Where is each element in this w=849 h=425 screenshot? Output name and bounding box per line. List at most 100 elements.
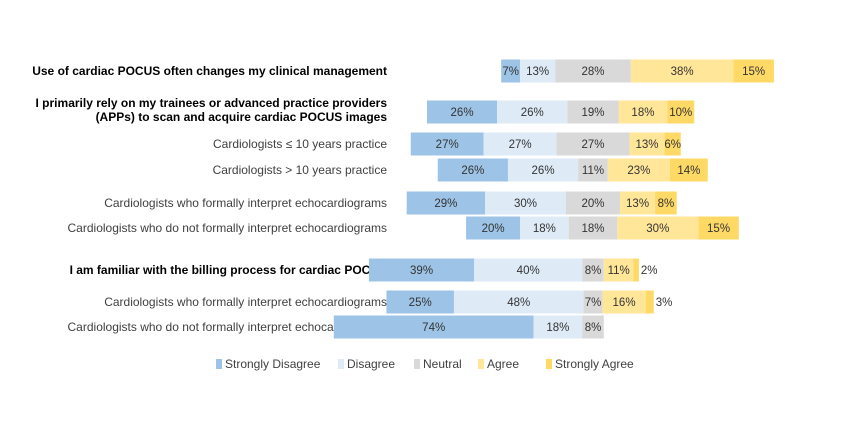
bar-segment-agree — [607, 158, 670, 182]
data-label: 7% — [502, 66, 519, 78]
bar-segment-strongly-disagree — [426, 100, 498, 124]
data-label: 40% — [517, 265, 540, 277]
bar-segment-strongly-disagree — [386, 290, 454, 314]
data-label: 6% — [664, 139, 681, 151]
legend-item: Strongly Disagree — [216, 357, 321, 371]
data-label: 8% — [658, 198, 675, 210]
bar-segment-neutral — [567, 100, 619, 124]
bar-segment-strongly-agree — [655, 191, 677, 215]
bar-segment-disagree — [497, 100, 568, 124]
data-label: 27% — [436, 139, 459, 151]
legend-item: Strongly Agree — [546, 357, 634, 371]
chart-row: Cardiologists who do not formally interp… — [68, 216, 739, 240]
data-label: 11% — [582, 165, 604, 177]
legend-swatch — [478, 359, 484, 369]
chart-rows: Use of cardiac POCUS often changes my cl… — [32, 59, 774, 339]
data-label: 26% — [521, 107, 544, 119]
bar-segment-agree — [630, 59, 734, 83]
row-label: I am familiar with the billing process f… — [70, 263, 387, 277]
legend-label: Strongly Disagree — [225, 357, 321, 371]
data-label: 18% — [631, 107, 654, 119]
bar-segment-disagree — [520, 216, 569, 240]
bar-segment-strongly-agree — [664, 132, 681, 156]
bar-segment-strongly-disagree — [466, 216, 521, 240]
bar-segment-agree — [603, 258, 634, 282]
bar-segment-strongly-agree — [669, 158, 708, 182]
data-label: 20% — [482, 223, 505, 235]
legend-label: Disagree — [347, 357, 395, 371]
bar-segment-neutral — [583, 290, 603, 314]
data-label: 26% — [532, 165, 555, 177]
data-label: 18% — [581, 223, 604, 235]
data-label: 39% — [410, 265, 433, 277]
data-label: 28% — [581, 66, 604, 78]
data-label: 11% — [608, 265, 630, 277]
chart-row: I am familiar with the billing process f… — [70, 258, 658, 282]
bar-segment-neutral — [555, 59, 631, 83]
bar-segment-neutral — [582, 258, 604, 282]
bar-segment-strongly-disagree — [406, 191, 485, 215]
chart-legend: Strongly Disagree Disagree Neutral Agree Str… — [216, 357, 634, 371]
row-label: Cardiologists who do not formally interp… — [68, 221, 387, 235]
data-label: 30% — [514, 198, 537, 210]
bar-segment-disagree — [485, 191, 566, 215]
bar-segment-strongly-disagree — [333, 315, 534, 339]
bar-segment-agree — [618, 100, 668, 124]
chart-row: Cardiologists who formally interpret ech… — [104, 191, 677, 215]
bar-segment-strongly-disagree — [501, 59, 521, 83]
bar-segment-agree — [620, 191, 656, 215]
data-label: 25% — [409, 297, 432, 309]
data-label: 26% — [451, 107, 474, 119]
bar-segment-neutral — [566, 191, 620, 215]
data-label: 29% — [434, 198, 457, 210]
row-label: Cardiologists ≤ 10 years practice — [213, 137, 387, 151]
legend-label: Agree — [487, 357, 519, 371]
bar-segment-disagree — [520, 59, 556, 83]
bar-segment-disagree — [453, 290, 584, 314]
bar-segment-agree — [629, 132, 665, 156]
bar-segment-neutral — [578, 158, 608, 182]
bar-segment-strongly-agree — [733, 59, 774, 83]
legend-swatch — [414, 359, 420, 369]
bar-segment-agree — [602, 290, 646, 314]
bar-segment-neutral — [556, 132, 630, 156]
chart-row: Cardiologists ≤ 10 years practice 27% 27% 2… — [213, 132, 681, 156]
data-label: 74% — [422, 322, 445, 334]
data-label: 38% — [671, 66, 694, 78]
bar-segment-strongly-agree — [645, 290, 654, 314]
data-label: 2% — [641, 265, 658, 277]
chart-row: Cardiologists who formally interpret ech… — [104, 290, 672, 314]
row-label-line-2: (APPs) to scan and acquire cardiac POCUS… — [96, 110, 388, 124]
data-label: 10% — [669, 107, 692, 119]
bar-segment-agree — [617, 216, 699, 240]
data-label: 27% — [581, 139, 604, 151]
data-label: 16% — [613, 297, 636, 309]
data-label: 23% — [627, 165, 650, 177]
bar-segment-strongly-agree — [698, 216, 739, 240]
data-label: 8% — [585, 265, 602, 277]
data-label: 14% — [677, 165, 700, 177]
data-label: 13% — [526, 66, 549, 78]
row-label: Cardiologists who do not formally interp… — [68, 320, 387, 334]
data-label: 7% — [585, 297, 602, 309]
chart-row: I primarily rely on my trainees or advan… — [36, 96, 695, 124]
bar-segment-neutral — [582, 315, 604, 339]
bar-segment-disagree — [507, 158, 579, 182]
data-label: 20% — [581, 198, 604, 210]
data-label: 15% — [707, 223, 730, 235]
row-label: Cardiologists > 10 years practice — [213, 163, 388, 177]
bar-segment-strongly-agree — [633, 258, 639, 282]
row-label: I primarily rely on my trainees or advan… — [36, 96, 388, 110]
data-label: 8% — [585, 322, 602, 334]
chart-row: Cardiologists > 10 years practice 26% 26% 1… — [213, 158, 708, 182]
data-label: 15% — [742, 66, 765, 78]
legend-item: Neutral — [414, 357, 462, 371]
legend-swatch — [546, 359, 552, 369]
row-label: Use of cardiac POCUS often changes my cl… — [32, 64, 387, 78]
data-label: 13% — [635, 139, 658, 151]
bar-segment-disagree — [483, 132, 557, 156]
legend-item: Agree — [478, 357, 519, 371]
row-label: Cardiologists who formally interpret ech… — [104, 295, 387, 309]
bar-segment-neutral — [568, 216, 618, 240]
